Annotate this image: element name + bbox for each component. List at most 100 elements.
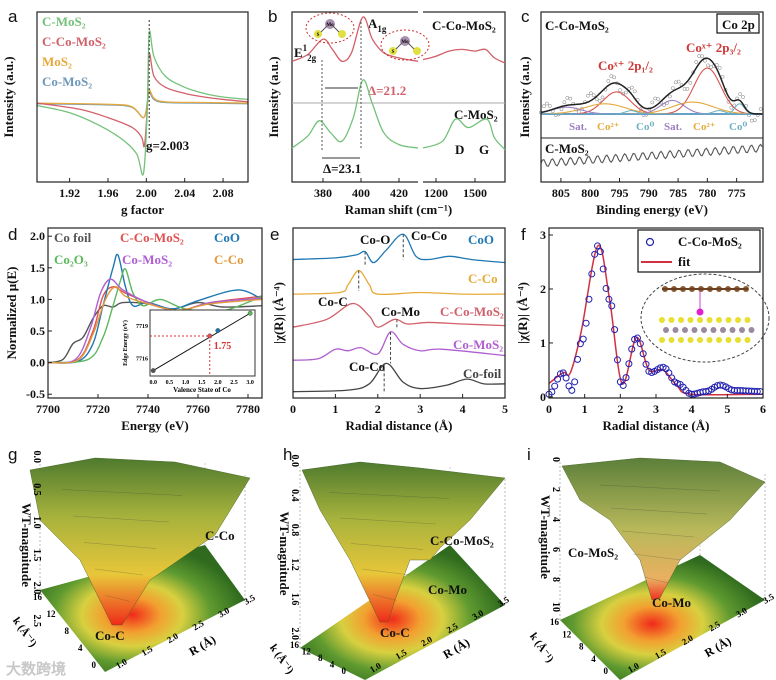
z-tick-label: 4: [550, 517, 561, 522]
e-label-co-foil: Co-foil: [463, 366, 502, 381]
x-tick-label: 1.96: [97, 186, 118, 200]
plot-frame-c: [540, 11, 764, 183]
raman-curve: [291, 79, 419, 149]
z-tick-label: 2.5: [31, 615, 42, 628]
panel-label-i: i: [527, 445, 531, 464]
legend-c-mos2: C-MoS₂: [42, 14, 86, 29]
xps-data-point: [653, 96, 658, 101]
y-tick-label: 3: [540, 228, 546, 242]
z-tick-label: 0: [550, 457, 561, 462]
co0-label-1: Co⁰: [636, 121, 654, 133]
watermark: 大数跨境: [6, 660, 66, 678]
panel-label-c: c: [521, 7, 530, 26]
data-point: [611, 326, 619, 334]
inset-x-tick: 0.5: [166, 380, 174, 386]
y-tick-label: 0: [540, 390, 546, 404]
sample-label: C-Co: [205, 528, 235, 543]
inset-x-title: Valence State of Co: [173, 386, 231, 394]
xps-envelope: [540, 57, 763, 115]
y-axis-title: Intensity (a.u.): [1, 56, 16, 137]
x-tick-label: 400: [352, 186, 370, 200]
xps-data-point: [717, 65, 722, 70]
xps-data-point: [668, 94, 672, 99]
x-axis-title: Radial distance (Å): [346, 418, 453, 433]
z-tick-label: 10: [550, 602, 561, 612]
x-tick-label: 420: [390, 186, 408, 200]
z-tick-label: 2.0: [289, 628, 300, 641]
xps-data-point: [542, 104, 546, 108]
data-point: [702, 388, 710, 396]
surface-contour: [621, 530, 695, 538]
c-mos2-xps-curve: [540, 143, 763, 167]
xps-data-point: [700, 54, 704, 59]
surface-contour: [328, 492, 450, 499]
z-tick-label: 1.5: [31, 549, 42, 562]
data-point: [642, 360, 650, 368]
raman-curve: [422, 48, 506, 64]
y-tick-label: 0.5: [30, 324, 45, 338]
xps-data-point: [618, 88, 622, 93]
z-tick-label: 1.2: [289, 558, 300, 571]
r-tick-label: 3.5: [761, 591, 776, 606]
legend-c-co: C-Co: [214, 252, 244, 267]
xps-data-point: [632, 89, 637, 94]
x-tick-label: 7760: [186, 402, 210, 416]
data-point: [585, 295, 593, 303]
xps-data-point: [750, 118, 754, 123]
ft-exafs-curve: [292, 362, 506, 393]
x-tick-label: 2: [617, 402, 623, 416]
xps-data-point: [606, 79, 611, 83]
data-point: [571, 378, 579, 386]
panel-label-g: g: [8, 445, 17, 464]
panel-label-b: b: [268, 7, 277, 26]
peak-label: Co-Mo: [428, 582, 467, 597]
x-tick-label: 1: [582, 402, 588, 416]
structure-inset-icon: [640, 273, 770, 363]
z-tick-label: 0.5: [31, 483, 42, 496]
xps-data-point: [597, 98, 602, 103]
c-sample-top: C-Co-MoS₂: [545, 18, 609, 33]
xps-data-point: [568, 96, 573, 101]
inset-x-tick: 1.5: [198, 380, 206, 386]
y-tick-label: 2: [540, 282, 546, 296]
inset-y-title: Edge Energy (eV): [122, 320, 129, 366]
panel-label-a: a: [8, 7, 18, 26]
e-label-c-co-mos2: C-Co-MoS₂: [440, 304, 504, 319]
peak-label: Co-C: [380, 625, 410, 640]
wt-surface: [29, 457, 251, 626]
p12-label: Coˣ⁺ 2p₁/₂: [598, 58, 653, 73]
x-tick-label: 7700: [36, 402, 60, 416]
x-tick-label: 790: [640, 186, 658, 200]
inset-x-tick: 3.0: [246, 380, 254, 386]
xps-data-point: [629, 85, 634, 90]
xps-data-point: [588, 91, 593, 96]
e2g-label: E12g: [294, 43, 317, 63]
legend-coo: CoO: [214, 230, 240, 245]
y-tick-label: -0.5: [26, 387, 45, 401]
inset-x-tick: 2.5: [230, 380, 238, 386]
atom-s-label: S: [392, 50, 395, 55]
sat-label-2: Sat.: [664, 121, 682, 133]
panel-label-e: e: [270, 225, 279, 244]
inset-point: [150, 368, 156, 373]
xps-data-point: [697, 54, 702, 58]
inset-point: [247, 310, 253, 316]
f-legend-data: C-Co-MoS₂: [678, 234, 742, 249]
data-point: [582, 319, 590, 327]
inset-fit-line: [152, 312, 251, 372]
co2-label-1: Co²⁺: [597, 121, 620, 133]
data-point: [565, 382, 573, 390]
xps-data-point: [650, 100, 655, 105]
k-tick-label: 0: [604, 666, 609, 676]
data-point: [602, 284, 610, 292]
xps-data-point: [624, 90, 628, 95]
atom-mo-label: Mo: [326, 23, 334, 28]
x-tick-label: 4: [460, 402, 466, 416]
legend-co-mos2: Co-MoS₂: [42, 74, 92, 89]
epr-curve: [36, 30, 249, 176]
k-axis-title: k (Å⁻¹): [527, 631, 556, 665]
data-point: [753, 387, 761, 395]
xps-data-point: [545, 101, 549, 106]
xps-component-peak: [541, 103, 763, 115]
r-axis-title: R (Å): [702, 634, 734, 660]
